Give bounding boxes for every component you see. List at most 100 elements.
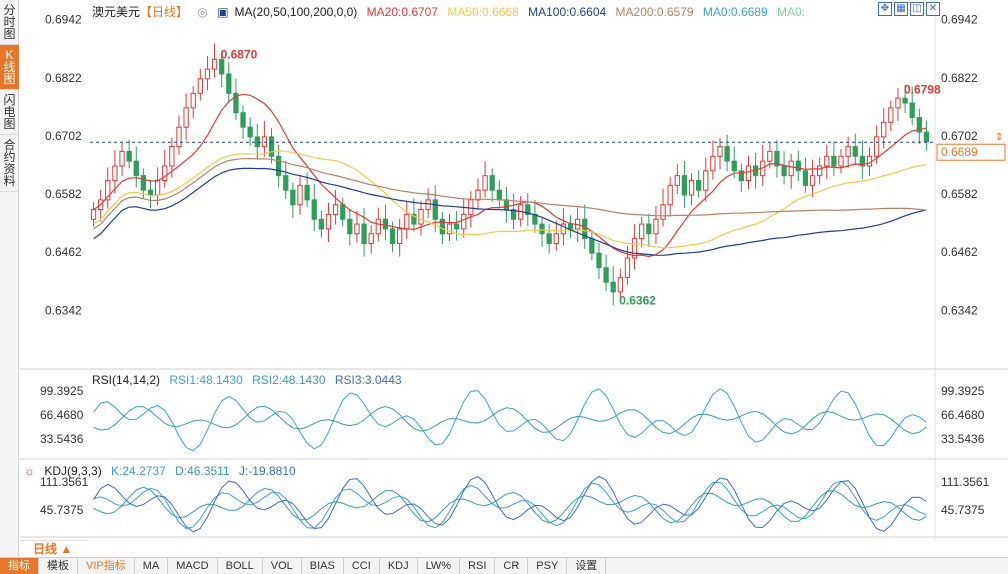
candle[interactable]	[119, 150, 125, 167]
candle[interactable]	[404, 213, 410, 230]
candle[interactable]	[873, 136, 880, 157]
candle[interactable]	[233, 92, 239, 114]
candle[interactable]	[546, 233, 552, 244]
candle[interactable]	[461, 213, 467, 230]
candle[interactable]	[795, 160, 801, 172]
candle[interactable]	[767, 150, 773, 162]
indicator-tab-rsi[interactable]: RSI	[460, 558, 496, 574]
eye-icon[interactable]: ◎	[197, 5, 208, 19]
candle[interactable]	[710, 155, 716, 172]
candle[interactable]	[553, 233, 559, 244]
candle[interactable]	[916, 117, 922, 133]
candle[interactable]	[204, 68, 211, 80]
candle[interactable]	[845, 146, 851, 157]
indicator-tab-bias[interactable]: BIAS	[302, 558, 344, 574]
candle[interactable]	[140, 175, 147, 191]
candle[interactable]	[653, 218, 659, 235]
candle[interactable]	[881, 121, 887, 138]
indicator-tab-0[interactable]: 指标	[0, 558, 39, 574]
candle[interactable]	[219, 58, 225, 75]
indicator-tab-psy[interactable]: PSY	[528, 558, 568, 574]
candle[interactable]	[340, 204, 346, 220]
candle[interactable]	[631, 238, 638, 259]
candle[interactable]	[596, 252, 602, 269]
candle[interactable]	[439, 218, 446, 235]
candle[interactable]	[411, 213, 417, 225]
indicator-tab-cr[interactable]: CR	[495, 558, 529, 574]
candle[interactable]	[696, 180, 702, 191]
candle[interactable]	[375, 218, 381, 235]
indicator-tab-macd[interactable]: MACD	[168, 558, 218, 574]
candle[interactable]	[909, 102, 915, 119]
indicator-tab-1[interactable]: 模板	[39, 558, 78, 574]
candle[interactable]	[332, 204, 339, 215]
candle[interactable]	[525, 204, 531, 215]
candle[interactable]	[745, 165, 752, 181]
candle[interactable]	[283, 175, 289, 191]
candle[interactable]	[617, 276, 623, 293]
tab-timeshare[interactable]: 分时图	[0, 0, 19, 45]
indicator-tab-kdj[interactable]: KDJ	[380, 558, 418, 574]
candle[interactable]	[361, 223, 367, 244]
candle[interactable]	[724, 146, 730, 162]
candle[interactable]	[866, 155, 873, 167]
candle[interactable]	[318, 218, 324, 230]
candle[interactable]	[105, 180, 111, 201]
candle[interactable]	[389, 228, 396, 244]
candle[interactable]	[717, 146, 723, 157]
indicator-tab-lw[interactable]: LW%	[418, 558, 461, 574]
candle[interactable]	[923, 131, 930, 143]
candle[interactable]	[432, 199, 438, 220]
candle[interactable]	[190, 92, 196, 109]
window-icon[interactable]: ◫	[910, 2, 924, 16]
candle[interactable]	[162, 165, 168, 181]
candle[interactable]	[660, 204, 666, 220]
candle[interactable]	[852, 146, 858, 157]
candle[interactable]	[888, 107, 894, 123]
candle[interactable]	[290, 189, 296, 206]
indicator-tab-ma[interactable]: MA	[135, 558, 169, 574]
candle[interactable]	[731, 160, 737, 172]
candle[interactable]	[817, 165, 823, 177]
close-icon[interactable]: ✕	[926, 2, 940, 16]
indicator-tab-vol[interactable]: VOL	[263, 558, 302, 574]
indicator-tab-boll[interactable]: BOLL	[218, 558, 263, 574]
candle[interactable]	[247, 126, 253, 138]
candle[interactable]	[482, 175, 488, 191]
tab-contract-info[interactable]: 合约资料	[0, 135, 19, 192]
candle[interactable]	[425, 199, 431, 211]
candle[interactable]	[197, 78, 203, 94]
candle[interactable]	[560, 223, 567, 235]
candle[interactable]	[382, 218, 389, 230]
candle[interactable]	[667, 184, 673, 206]
candle[interactable]	[268, 136, 275, 157]
candle[interactable]	[418, 209, 424, 225]
candle[interactable]	[453, 223, 460, 230]
candle[interactable]	[788, 160, 794, 177]
candle[interactable]	[347, 218, 353, 235]
candle[interactable]	[211, 58, 218, 70]
candle[interactable]	[703, 170, 709, 191]
candle[interactable]	[831, 155, 837, 167]
candle[interactable]	[496, 189, 502, 201]
tab-lightning[interactable]: 闪电图	[0, 90, 19, 135]
candle[interactable]	[589, 238, 595, 254]
candle[interactable]	[468, 199, 474, 215]
candle[interactable]	[446, 223, 453, 235]
candle[interactable]	[809, 175, 816, 186]
kline-chart[interactable]: 0.6942 0.6942 0.6822 0.6822 0.6702 0.6702 0.65…	[20, 0, 1008, 540]
candle[interactable]	[133, 160, 139, 177]
candle[interactable]	[902, 97, 908, 104]
candle[interactable]	[859, 155, 866, 167]
candle[interactable]	[354, 223, 360, 235]
candle[interactable]	[781, 165, 787, 177]
candle[interactable]	[489, 175, 495, 191]
ma-settings-icon[interactable]: ▣	[217, 5, 229, 19]
candle[interactable]	[624, 257, 631, 278]
candle[interactable]	[774, 150, 780, 167]
candle[interactable]	[824, 155, 830, 167]
candle[interactable]	[475, 189, 481, 201]
candle[interactable]	[311, 199, 317, 220]
candle[interactable]	[112, 165, 118, 181]
expand-icon[interactable]: ✥	[878, 2, 892, 16]
